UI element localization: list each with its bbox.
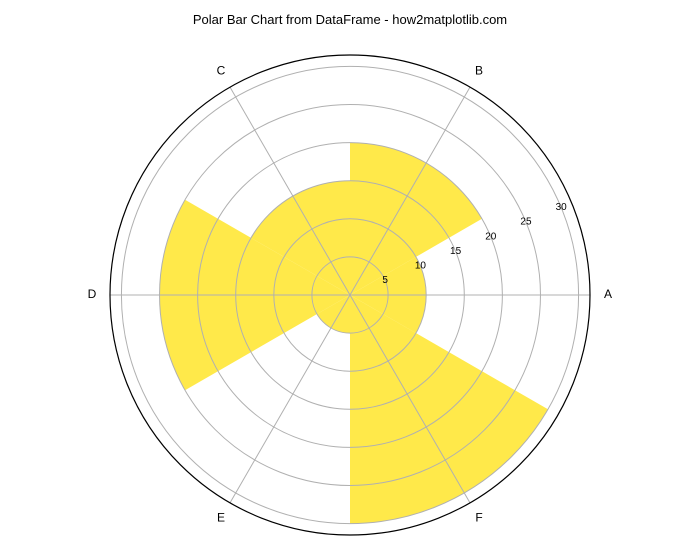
polar-bar-chart: Polar Bar Chart from DataFrame - how2mat… — [0, 0, 700, 560]
bar-F — [350, 295, 548, 524]
r-tick-label: 20 — [485, 231, 497, 242]
category-label-C: C — [217, 64, 226, 78]
r-tick-label: 25 — [520, 217, 532, 228]
category-label-A: A — [604, 287, 612, 301]
category-label-D: D — [88, 287, 97, 301]
category-label-F: F — [475, 511, 482, 525]
r-tick-label: 10 — [415, 260, 427, 271]
r-tick-label: 15 — [450, 246, 462, 257]
category-label-B: B — [475, 64, 483, 78]
r-tick-label: 30 — [556, 202, 568, 213]
chart-svg: 5 10 15 20 25 30 A B C D E F — [0, 0, 700, 560]
r-tick-label: 5 — [382, 275, 388, 286]
category-label-E: E — [217, 511, 225, 525]
